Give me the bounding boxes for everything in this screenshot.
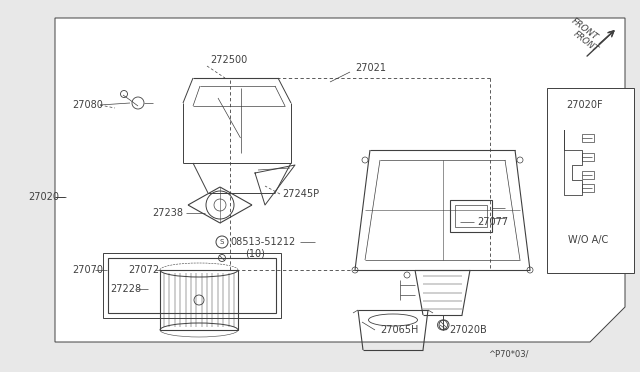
Bar — [108, 258, 276, 313]
Bar — [582, 153, 594, 161]
Text: 27072: 27072 — [128, 265, 159, 275]
Text: 272500: 272500 — [210, 55, 247, 65]
Text: S: S — [220, 239, 224, 245]
Bar — [547, 88, 634, 273]
Text: 27020F: 27020F — [566, 100, 603, 110]
Text: ^P70*03/: ^P70*03/ — [488, 350, 529, 359]
Text: 27020B: 27020B — [449, 325, 487, 335]
Text: W/O A/C: W/O A/C — [568, 235, 608, 245]
Text: 27021: 27021 — [355, 63, 386, 73]
Text: 27245P: 27245P — [282, 189, 319, 199]
Circle shape — [194, 295, 204, 305]
Text: 27065H: 27065H — [380, 325, 419, 335]
Text: 27070: 27070 — [72, 265, 103, 275]
Bar — [455, 205, 487, 227]
Bar — [582, 134, 594, 142]
Text: 27238: 27238 — [152, 208, 183, 218]
Text: FRONT: FRONT — [572, 29, 600, 54]
Text: 08513-51212: 08513-51212 — [230, 237, 295, 247]
Bar — [160, 270, 238, 330]
Text: 27080: 27080 — [72, 100, 103, 110]
Bar — [450, 200, 492, 232]
Text: 27228: 27228 — [110, 284, 141, 294]
Text: (10): (10) — [245, 249, 265, 259]
Text: 27077: 27077 — [477, 217, 508, 227]
Polygon shape — [55, 18, 625, 342]
Bar — [582, 171, 594, 179]
Bar — [103, 253, 281, 318]
Bar — [582, 184, 594, 192]
Text: FRONT: FRONT — [570, 16, 600, 42]
Text: 27020: 27020 — [28, 192, 59, 202]
